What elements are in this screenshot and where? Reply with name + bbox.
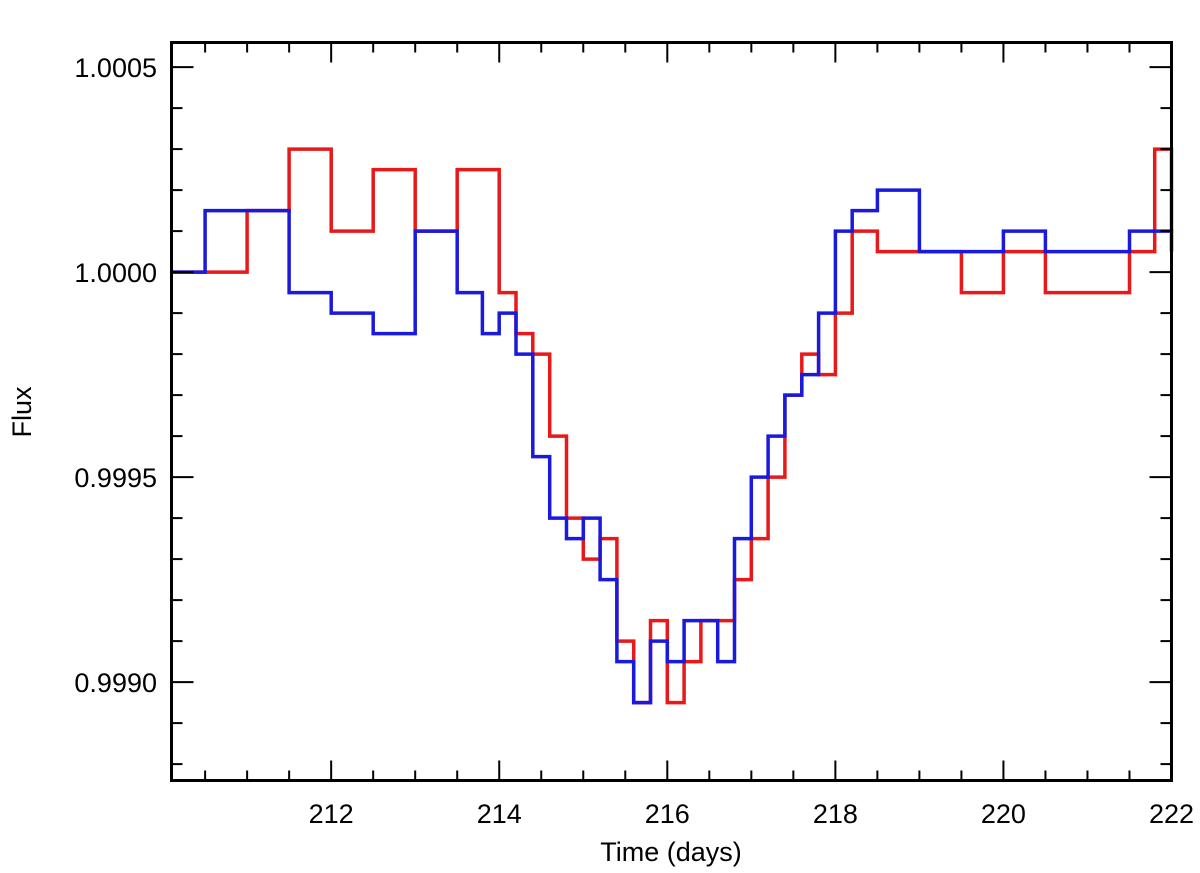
x-tick-label: 220 — [981, 799, 1026, 829]
series-line-2 — [171, 188, 1174, 705]
x-tick-label: 222 — [1149, 799, 1194, 829]
y-axis-title: Flux — [7, 386, 37, 438]
y-tick-label: 0.9995 — [74, 463, 157, 493]
tick-layer — [171, 42, 1173, 781]
plot-frame — [170, 41, 1173, 782]
y-tick-label: 0.9990 — [74, 668, 157, 698]
x-axis-title: Time (days) — [600, 837, 742, 867]
x-tick-label: 214 — [477, 799, 522, 829]
y-tick-label: 1.0005 — [74, 53, 157, 83]
x-tick-label: 218 — [813, 799, 858, 829]
series-layer — [171, 147, 1174, 705]
label-layer: 2122142162182202221140114211441146114811… — [74, 53, 1194, 829]
y-tick-label: 1.0000 — [74, 258, 157, 288]
x-tick-label: 212 — [309, 799, 354, 829]
series-line-1 — [171, 147, 1174, 705]
x-tick-label: 216 — [645, 799, 690, 829]
